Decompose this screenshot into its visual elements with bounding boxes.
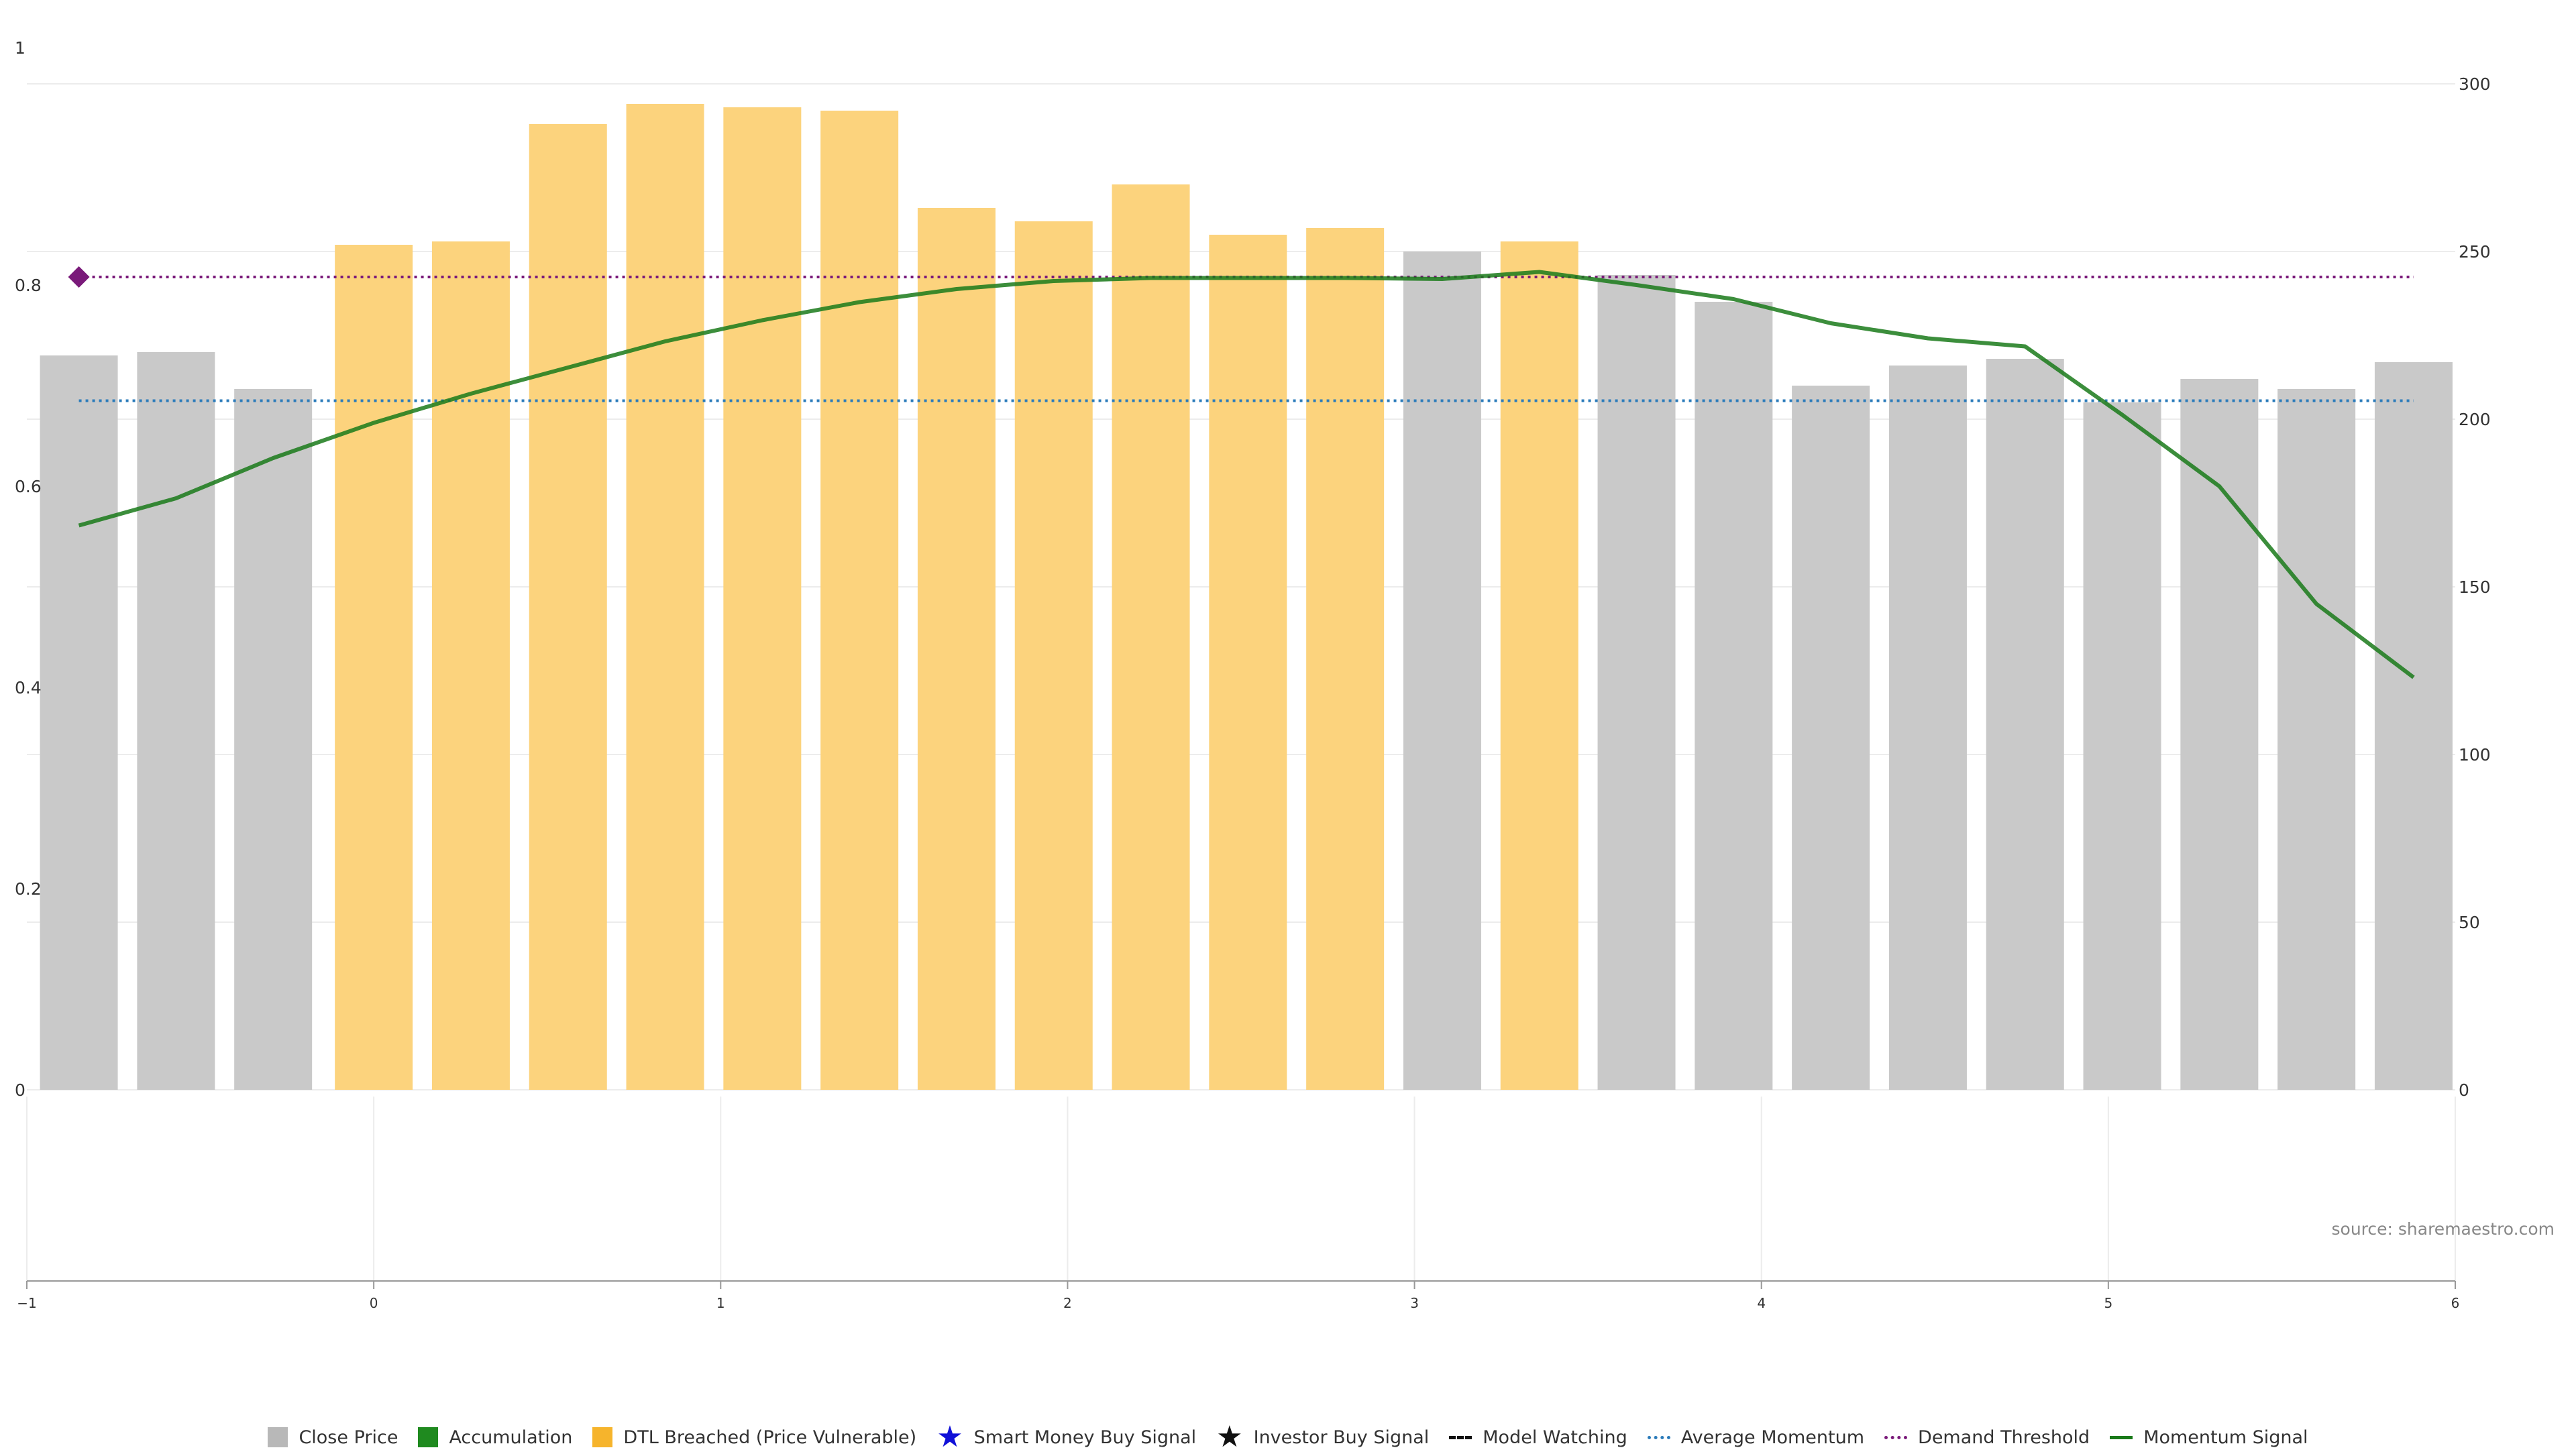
close-price-bar <box>431 241 510 1090</box>
close-price-bar <box>234 389 313 1090</box>
legend-label-demand-threshold: Demand Threshold <box>1918 1427 2090 1448</box>
dashed-line-icon <box>1449 1435 1472 1439</box>
close-price-swatch-icon <box>268 1427 288 1447</box>
legend-item-investor-buy: ★ Investor Buy Signal <box>1216 1420 1430 1454</box>
legend-label-investor-buy: Investor Buy Signal <box>1253 1427 1430 1448</box>
legend-item-demand-threshold: Demand Threshold <box>1884 1427 2090 1448</box>
right-axis-tick-label: 300 <box>2459 74 2491 94</box>
close-price-bar <box>40 355 118 1090</box>
accumulation-swatch-icon <box>418 1427 439 1447</box>
right-axis-tick-label: 250 <box>2459 242 2491 262</box>
dtl-breached-swatch-icon <box>592 1427 613 1447</box>
x-axis-tick-label: 4 <box>1757 1295 1766 1311</box>
left-axis-tick-label: 0.6 <box>15 477 42 496</box>
close-price-bar <box>137 352 215 1090</box>
close-price-bar <box>2083 402 2161 1090</box>
close-price-bar <box>1500 241 1578 1090</box>
right-axis-tick-label: 150 <box>2459 577 2491 597</box>
x-axis-tick-label: 1 <box>716 1295 725 1311</box>
right-axis-tick-label: 100 <box>2459 745 2491 765</box>
dotted-blue-line-icon <box>1647 1435 1670 1439</box>
close-price-bar <box>820 111 899 1090</box>
dotted-purple-line-icon <box>1884 1435 1908 1439</box>
legend-item-momentum-signal: Momentum Signal <box>2110 1427 2308 1448</box>
legend-label-momentum-signal: Momentum Signal <box>2143 1427 2308 1448</box>
legend-item-close-price: Close Price <box>268 1427 398 1448</box>
close-price-bar <box>723 107 802 1090</box>
demand-threshold-marker <box>68 266 90 288</box>
right-axis-tick-label: 200 <box>2459 410 2491 429</box>
close-price-bar <box>1403 251 1481 1090</box>
close-price-bar <box>2374 362 2453 1090</box>
x-axis-tick-label: 2 <box>1063 1295 1072 1311</box>
right-axis-tick-label: 0 <box>2459 1080 2469 1100</box>
legend-label-dtl-breached: DTL Breached (Price Vulnerable) <box>623 1427 917 1448</box>
legend-label-close-price: Close Price <box>299 1427 398 1448</box>
close-price-bar <box>1112 184 1190 1090</box>
close-price-bar <box>335 245 413 1090</box>
close-price-bar <box>1792 386 1870 1090</box>
legend-item-average-momentum: Average Momentum <box>1647 1427 1865 1448</box>
left-axis-tick-label: 1 <box>15 38 25 58</box>
momentum-signal-line <box>78 270 2415 679</box>
legend-item-model-watching: Model Watching <box>1449 1427 1627 1448</box>
left-axis-tick-label: 0.8 <box>15 276 42 295</box>
close-price-bar <box>1014 221 1093 1090</box>
close-price-bar <box>1888 366 1967 1090</box>
close-price-bar <box>1695 302 1773 1090</box>
legend-item-dtl-breached: DTL Breached (Price Vulnerable) <box>592 1427 916 1448</box>
close-price-bar <box>917 208 996 1090</box>
close-price-bar <box>1597 275 1676 1090</box>
close-price-bar <box>1209 235 1287 1090</box>
left-axis-tick-label: 0.4 <box>15 678 42 697</box>
close-price-bar <box>529 124 607 1090</box>
legend-label-smart-money: Smart Money Buy Signal <box>973 1427 1197 1448</box>
x-axis-tick-label: 0 <box>370 1295 378 1311</box>
source-note: source: sharemaestro.com <box>2331 1219 2555 1239</box>
right-axis-tick-label: 50 <box>2459 913 2480 932</box>
left-axis-tick-label: 0.2 <box>15 879 42 899</box>
black-star-icon: ★ <box>1216 1420 1243 1454</box>
close-price-bar <box>2277 389 2356 1090</box>
blue-star-icon: ★ <box>936 1420 963 1454</box>
x-axis-tick-label: −1 <box>17 1295 36 1311</box>
legend-item-accumulation: Accumulation <box>418 1427 572 1448</box>
close-price-bar <box>1986 359 2064 1090</box>
legend-label-accumulation: Accumulation <box>449 1427 573 1448</box>
legend-label-model-watching: Model Watching <box>1483 1427 1627 1448</box>
left-axis-tick-label: 0 <box>15 1080 25 1100</box>
close-price-bar <box>2180 379 2259 1090</box>
x-axis-tick-label: 6 <box>2451 1295 2460 1311</box>
legend-item-smart-money: ★ Smart Money Buy Signal <box>936 1420 1197 1454</box>
close-price-bar <box>1306 228 1385 1090</box>
solid-green-line-icon <box>2110 1435 2133 1439</box>
legend-label-average-momentum: Average Momentum <box>1680 1427 1865 1448</box>
x-axis-tick-label: 5 <box>2104 1295 2112 1311</box>
close-price-bar <box>626 104 704 1090</box>
chart-legend: Close Price Accumulation DTL Breached (P… <box>0 1420 2576 1454</box>
x-axis-tick-label: 3 <box>1410 1295 1419 1311</box>
